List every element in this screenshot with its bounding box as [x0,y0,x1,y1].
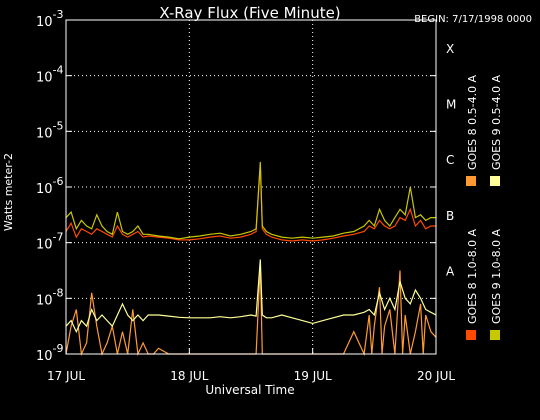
legend-swatch [490,176,500,186]
y-tick-label: 10-4 [36,64,64,86]
x-tick-label: 18 JUL [170,369,208,383]
flare-class-label: A [446,265,455,279]
axis-ticks: 10-9 10-8 10-7 10-6 10-5 10-4 10-3 17 JUL 18 JUL… [36,8,456,383]
series-line [65,259,437,334]
x-tick-label: 17 JUL [47,369,85,383]
series-lines [65,161,437,357]
y-axis-label: Watts meter-2 [2,153,15,231]
legend: GOES 8 1.0-8.0 A GOES 8 0.5-4.0 A GOES 9 1… [466,74,503,340]
y-tick-label: 10-7 [36,231,64,253]
series-line [65,164,436,242]
grid-lines [66,20,436,354]
flare-class-label: B [446,209,454,223]
chart-title: X-Ray Flux (Five Minute) [159,4,340,22]
x-tick-label: 20 JUL [417,369,455,383]
series-line [65,161,436,240]
y-tick-label: 10-8 [36,286,64,308]
y-tick-label: 10-9 [36,342,64,364]
series-line [65,264,437,357]
y-tick-label: 10-6 [36,175,64,197]
flare-class-label: X [446,42,454,56]
x-tick-label: 19 JUL [294,369,332,383]
y-tick-label: 10-5 [36,119,64,141]
legend-swatch [466,176,476,186]
flare-class-label: C [446,153,454,167]
flare-class-label: M [446,98,456,112]
begin-label: BEGIN: 7/17/1998 0000 [414,14,532,25]
x-axis-label: Universal Time [205,383,294,397]
legend-label: GOES 9 1.0-8.0 A [490,228,503,324]
legend-label: GOES 8 1.0-8.0 A [466,228,479,324]
y-tick-label: 10-3 [36,8,64,30]
legend-swatch [466,330,476,340]
legend-swatch [490,330,500,340]
legend-label: GOES 9 0.5-4.0 A [490,74,503,170]
legend-label: GOES 8 0.5-4.0 A [466,74,479,170]
